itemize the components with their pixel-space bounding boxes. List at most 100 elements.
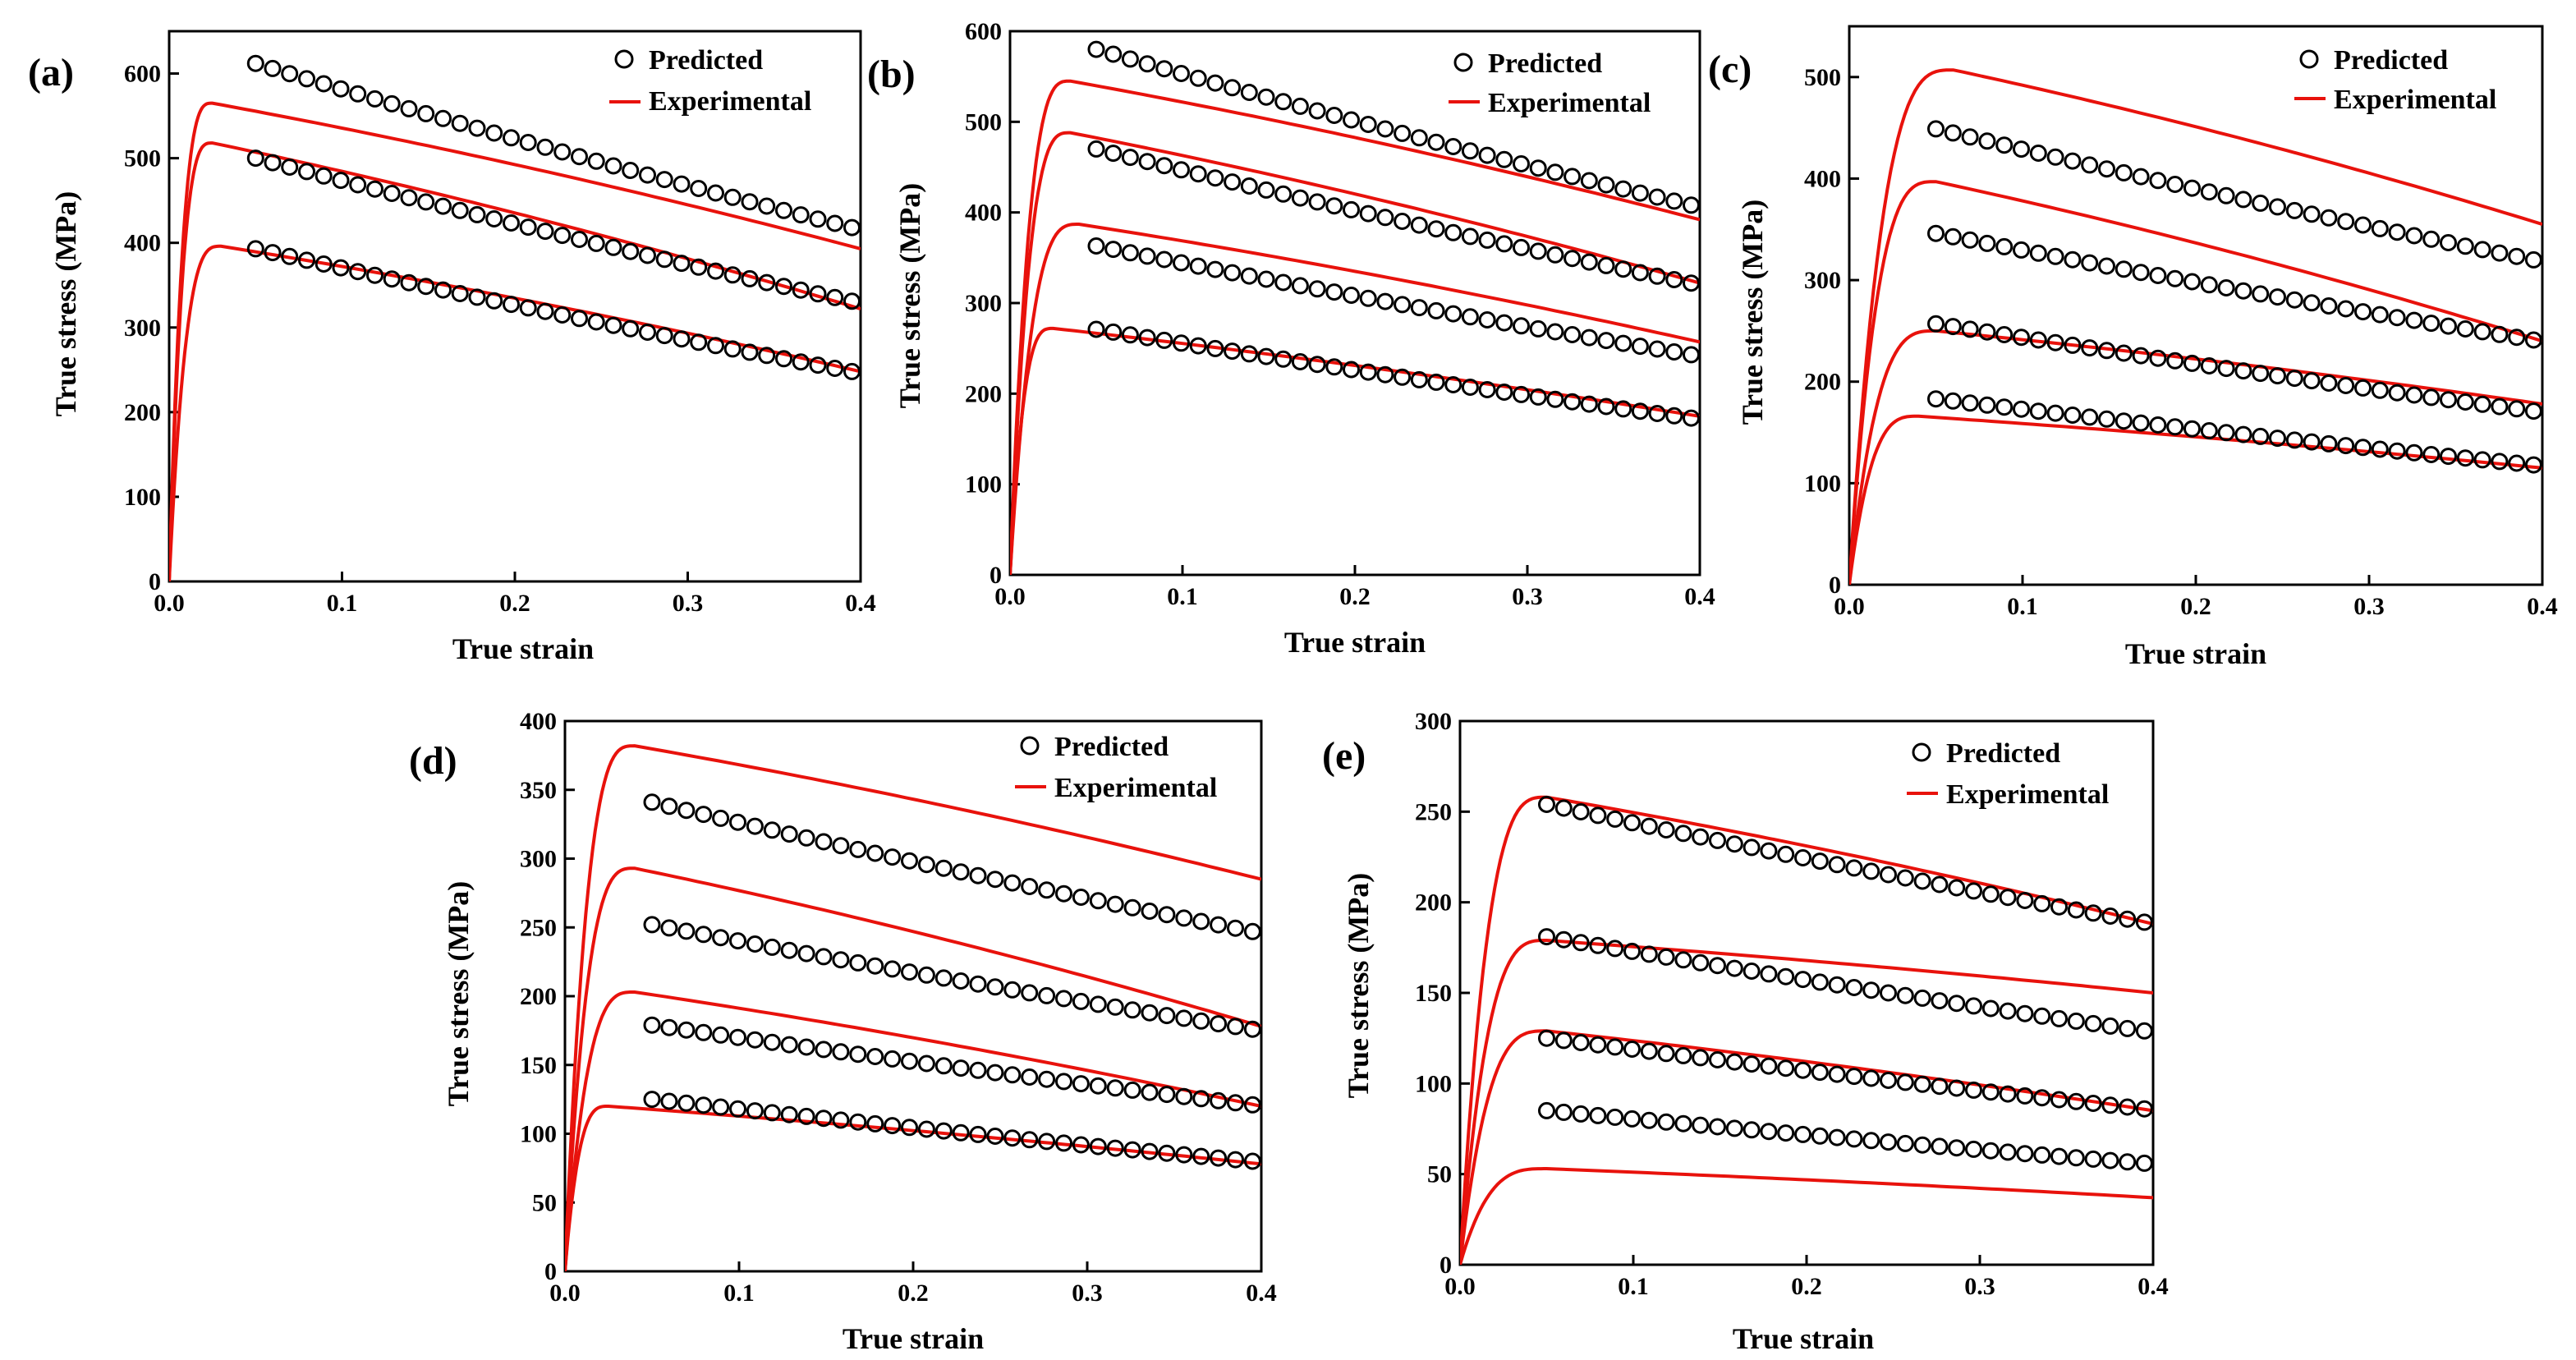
predicted-point	[2371, 381, 2389, 399]
predicted-point	[1104, 145, 1123, 163]
predicted-point	[723, 266, 742, 284]
predicted-point	[2320, 374, 2338, 392]
predicted-point	[849, 1113, 867, 1131]
experimental-curve	[1460, 1167, 2153, 1265]
predicted-point	[2508, 247, 2526, 265]
predicted-point	[264, 59, 282, 77]
predicted-point	[622, 162, 640, 179]
predicted-point	[1224, 264, 1242, 282]
predicted-point	[2119, 1019, 2137, 1037]
predicted-point	[2440, 448, 2457, 466]
predicted-point	[1343, 200, 1360, 218]
y-tick-label: 0	[1829, 572, 1841, 599]
predicted-point	[1648, 340, 1666, 358]
predicted-point	[2405, 227, 2423, 245]
predicted-point	[2115, 412, 2133, 430]
predicted-point	[758, 197, 776, 215]
predicted-point	[1227, 1018, 1244, 1036]
predicted-point	[1173, 161, 1190, 179]
x-tick-label: 0.0	[1834, 593, 1865, 620]
predicted-point	[1343, 287, 1360, 304]
predicted-point	[695, 926, 713, 944]
predicted-point	[2135, 1100, 2153, 1118]
predicted-point	[1192, 1090, 1210, 1108]
predicted-point	[571, 148, 588, 166]
predicted-point	[1175, 909, 1193, 927]
predicted-point	[1546, 163, 1564, 181]
predicted-point	[780, 941, 798, 959]
predicted-point	[1692, 1049, 1710, 1067]
predicted-point	[1589, 1036, 1607, 1054]
predicted-point	[1623, 814, 1641, 832]
predicted-point	[1978, 323, 1996, 341]
predicted-point	[2234, 425, 2252, 443]
predicted-point	[1606, 940, 1624, 958]
predicted-point	[1606, 1108, 1624, 1126]
predicted-point	[281, 159, 299, 176]
predicted-point	[1794, 1125, 1811, 1143]
predicted-point	[1206, 74, 1224, 92]
predicted-point	[1794, 849, 1811, 866]
predicted-point	[1478, 231, 1496, 249]
y-tick-label: 250	[520, 914, 557, 941]
predicted-point	[1614, 260, 1632, 278]
y-tick-label: 150	[1415, 980, 1452, 1007]
predicted-point	[2303, 205, 2321, 223]
predicted-point	[2456, 237, 2474, 255]
predicted-point	[332, 172, 350, 190]
predicted-point	[843, 292, 861, 310]
predicted-point	[2149, 267, 2167, 284]
predicted-point	[1243, 1096, 1261, 1114]
predicted-point	[690, 333, 708, 351]
y-tick-label: 50	[532, 1189, 557, 1216]
y-tick-label: 100	[124, 484, 161, 511]
predicted-point	[571, 310, 588, 328]
x-tick-label: 0.1	[1167, 583, 1198, 610]
predicted-point	[2524, 331, 2542, 349]
predicted-point	[1648, 188, 1666, 206]
predicted-point	[2081, 254, 2099, 272]
predicted-point	[815, 1041, 833, 1059]
predicted-point	[2269, 430, 2286, 448]
predicted-point	[1291, 353, 1309, 370]
predicted-point	[2050, 1009, 2068, 1027]
predicted-point	[298, 163, 315, 181]
predicted-point	[741, 193, 759, 211]
panel-e-label: (e)	[1322, 734, 1366, 778]
predicted-point	[1478, 381, 1496, 398]
predicted-point	[1158, 1086, 1176, 1104]
y-tick-label: 200	[965, 380, 1002, 407]
predicted-point	[1227, 1151, 1244, 1169]
x-tick-label: 0.2	[1791, 1273, 1822, 1300]
x-tick-label: 0.4	[1684, 583, 1715, 610]
predicted-point	[1554, 799, 1573, 817]
predicted-point	[2081, 339, 2099, 357]
predicted-point	[741, 343, 759, 361]
predicted-point	[1206, 169, 1224, 187]
panel-e: (e) Predicted Experimental True strain T…	[1322, 708, 2169, 1355]
predicted-point	[2285, 370, 2303, 388]
y-tick-label: 150	[520, 1052, 557, 1079]
predicted-point	[1210, 916, 1228, 934]
predicted-point	[1674, 825, 1692, 843]
predicted-point	[695, 1096, 713, 1114]
predicted-point	[1913, 872, 1931, 890]
predicted-point	[2029, 244, 2047, 262]
predicted-point	[2303, 372, 2321, 390]
predicted-point	[2064, 250, 2082, 269]
predicted-point	[763, 938, 781, 956]
predicted-point	[298, 70, 315, 88]
predicted-point	[1243, 1020, 1261, 1038]
legend-experimental-label: Experimental	[1488, 88, 1651, 118]
predicted-point	[866, 844, 884, 862]
predicted-point	[2098, 257, 2115, 275]
predicted-point	[1811, 973, 1829, 991]
predicted-point	[1999, 1002, 2017, 1020]
predicted-point	[1538, 1101, 1555, 1119]
predicted-point	[1427, 220, 1445, 238]
predicted-point	[1948, 1079, 1966, 1097]
predicted-point	[2303, 294, 2321, 312]
predicted-point	[1845, 979, 1863, 996]
predicted-point	[2115, 260, 2133, 278]
predicted-point	[1427, 301, 1445, 319]
